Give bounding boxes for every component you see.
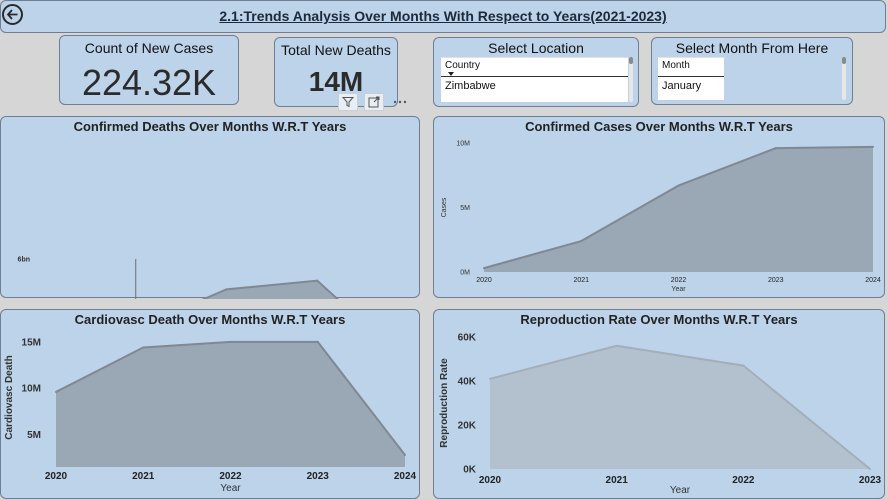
deaths-chart[interactable]: 0bn2bn4bn6bn20202021202220232024YearDeat… <box>1 117 421 299</box>
location-slicer-title: Select Location <box>488 40 584 56</box>
cardio-chart-panel: Cardiovasc Death Over Months W.R.T Years… <box>0 309 420 499</box>
cases-chart-panel: Confirmed Cases Over Months W.R.T Years … <box>433 116 885 298</box>
cases-area[interactable] <box>484 146 873 272</box>
cases-x-tick-label: 2020 <box>476 277 492 284</box>
location-item-selected[interactable]: Zimbabwe <box>445 80 496 92</box>
kpi-value-new-deaths: 14M <box>308 66 364 97</box>
repro-y-tick-label: 20K <box>458 421 477 432</box>
title-bar: 2.1:Trends Analysis Over Months With Res… <box>0 0 886 33</box>
deaths-y-tick-label: 6bn <box>18 256 30 263</box>
month-header[interactable]: Month <box>658 58 724 77</box>
repro-chart[interactable]: 0K 20K 40K 60K 2020 2021 2022 2023 Year Reproduct… <box>434 310 886 499</box>
cases-x-axis-label: Year <box>671 286 686 293</box>
deaths-data-point[interactable] <box>316 279 319 282</box>
cardio-data-point[interactable] <box>142 346 145 349</box>
cardio-area[interactable] <box>56 341 405 467</box>
repro-y-axis-label: Reproduction Rate <box>439 358 450 448</box>
month-slicer-title: Select Month From Here <box>675 40 829 56</box>
repro-area[interactable] <box>490 345 870 469</box>
repro-chart-panel: Reproduction Rate Over Months W.R.T Year… <box>433 309 885 499</box>
location-list[interactable]: Country Zimbabwe <box>441 57 628 102</box>
visual-toolbar <box>338 93 410 111</box>
location-scrollbar[interactable] <box>629 57 633 102</box>
month-list[interactable]: Month January <box>658 57 724 100</box>
deaths-data-point[interactable] <box>225 288 228 291</box>
cardio-data-point[interactable] <box>55 390 57 393</box>
repro-data-point[interactable] <box>489 377 491 380</box>
back-button[interactable] <box>2 4 23 25</box>
cardio-data-point[interactable] <box>229 340 232 343</box>
country-header[interactable]: Country <box>441 58 628 77</box>
repro-x-tick-label: 2020 <box>479 475 502 486</box>
month-item-selected[interactable]: January <box>662 80 702 92</box>
cases-data-point[interactable] <box>483 267 485 270</box>
repro-x-axis-label: Year <box>670 485 691 496</box>
cases-data-point[interactable] <box>872 145 874 148</box>
cardio-y-tick-label: 15M <box>22 337 41 348</box>
cardio-x-tick-label: 2020 <box>45 471 68 482</box>
back-arrow-icon <box>6 9 18 20</box>
cardio-data-point[interactable] <box>404 453 406 456</box>
cardio-y-tick-label: 10M <box>22 384 41 395</box>
sort-down-icon <box>448 72 454 76</box>
cases-chart[interactable]: 0M 5M 10M 2020 2021 2022 2023 2024 Year Cases <box>434 117 886 299</box>
location-scroll-thumb[interactable] <box>629 57 633 64</box>
cardio-y-axis-label: Cardiovasc Death <box>4 355 15 439</box>
deaths-area[interactable] <box>45 280 408 299</box>
more-options-button[interactable] <box>390 93 410 111</box>
kpi-card-new-cases: Count of New Cases 224.32K <box>59 35 239 105</box>
repro-data-point[interactable] <box>615 344 618 347</box>
repro-data-point[interactable] <box>742 364 745 367</box>
cases-x-tick-label: 2021 <box>573 277 589 284</box>
page-title: 2.1:Trends Analysis Over Months With Res… <box>219 8 667 24</box>
repro-y-tick-label: 60K <box>458 333 477 344</box>
more-options-icon <box>393 100 407 104</box>
cases-y-axis-label: Cases <box>441 197 448 217</box>
location-slicer: Select Location Country Zimbabwe <box>433 37 639 107</box>
cases-x-tick-label: 2023 <box>768 277 784 284</box>
repro-y-tick-label: 40K <box>458 377 477 388</box>
repro-y-tick-label: 0K <box>463 465 477 476</box>
focus-mode-button[interactable] <box>364 93 384 111</box>
cases-y-tick-label: 5M <box>460 205 470 212</box>
filter-button[interactable] <box>338 93 358 111</box>
cardio-y-tick-label: 5M <box>27 430 41 441</box>
repro-x-tick-label: 2022 <box>732 475 755 486</box>
filter-icon <box>342 97 354 108</box>
cardio-x-tick-label: 2021 <box>132 471 155 482</box>
kpi-label-new-deaths: Total New Deaths <box>281 42 391 58</box>
expand-icon <box>368 96 380 108</box>
cardio-x-tick-label: 2022 <box>219 471 242 482</box>
repro-x-tick-label: 2021 <box>606 475 629 486</box>
cardio-chart-title: Cardiovasc Death Over Months W.R.T Years <box>74 312 346 327</box>
cases-x-tick-label: 2024 <box>865 277 881 284</box>
cases-data-point[interactable] <box>774 147 777 150</box>
deaths-chart-title: Confirmed Deaths Over Months W.R.T Years <box>73 119 347 134</box>
month-scroll-thumb[interactable] <box>842 57 846 64</box>
cardio-data-point[interactable] <box>316 340 319 343</box>
month-scrollbar[interactable] <box>842 57 846 100</box>
kpi-value-new-cases: 224.32K <box>81 62 217 103</box>
repro-data-point[interactable] <box>869 468 871 470</box>
cases-data-point[interactable] <box>580 240 583 243</box>
cases-chart-title: Confirmed Cases Over Months W.R.T Years <box>525 119 793 134</box>
cases-y-tick-label: 0M <box>460 269 470 276</box>
kpi-label-new-cases: Count of New Cases <box>84 40 214 56</box>
deaths-chart-panel: Confirmed Deaths Over Months W.R.T Years… <box>0 116 421 299</box>
cases-data-point[interactable] <box>677 184 680 187</box>
country-header-label: Country <box>445 60 481 71</box>
cardio-x-tick-label: 2023 <box>307 471 330 482</box>
cardio-x-tick-label: 2024 <box>394 471 417 482</box>
repro-x-tick-label: 2023 <box>859 475 882 486</box>
month-slicer: Select Month From Here Month January <box>651 37 853 105</box>
cases-y-tick-label: 10M <box>456 140 470 147</box>
cardio-x-axis-label: Year <box>220 483 241 494</box>
repro-chart-title: Reproduction Rate Over Months W.R.T Year… <box>520 312 798 327</box>
repro-series-line[interactable] <box>489 344 871 470</box>
cases-x-tick-label: 2022 <box>671 277 687 284</box>
